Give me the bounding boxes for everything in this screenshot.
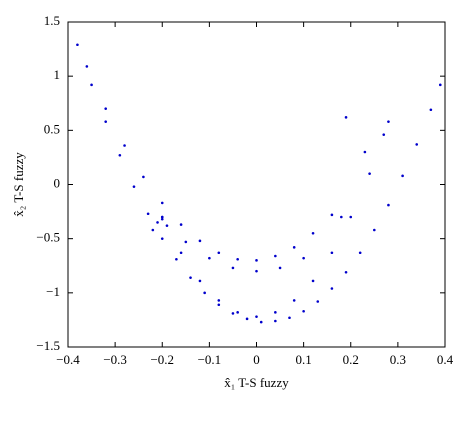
point: [349, 215, 353, 219]
y-tick-label: −1: [46, 284, 60, 299]
point: [358, 251, 362, 255]
point: [288, 316, 291, 320]
y-tick-label: 0.5: [44, 121, 60, 136]
x-tick-label: 0: [253, 352, 260, 367]
point: [302, 256, 305, 260]
point: [208, 256, 211, 260]
point: [292, 246, 296, 249]
point: [175, 257, 178, 261]
y-tick-label: −1.5: [36, 338, 60, 353]
point: [274, 311, 277, 314]
y-tick-label: 0: [54, 175, 61, 190]
y-tick-label: 1: [54, 67, 61, 82]
point: [90, 83, 93, 87]
point: [387, 120, 390, 123]
point: [363, 150, 367, 154]
point: [146, 212, 150, 216]
point: [189, 276, 192, 279]
y-tick-label: 1.5: [44, 13, 60, 28]
point: [160, 217, 164, 221]
point: [151, 228, 155, 232]
point: [179, 251, 183, 255]
point: [217, 303, 221, 307]
point: [259, 320, 263, 324]
point: [373, 228, 376, 232]
x-axis-label: x̂₁ T-S fuzzy: [224, 375, 289, 390]
point: [274, 319, 277, 323]
point: [198, 279, 202, 283]
point: [387, 203, 390, 207]
point: [255, 315, 258, 318]
point: [330, 213, 334, 217]
point: [76, 43, 79, 47]
x-tick-label: 0.4: [437, 352, 454, 367]
x-tick-label: −0.3: [103, 352, 127, 367]
plot-frame: [67, 21, 446, 348]
point: [184, 240, 188, 244]
point: [203, 291, 206, 295]
point: [344, 116, 348, 119]
point: [278, 266, 282, 270]
point: [382, 133, 386, 136]
point: [123, 144, 126, 147]
point: [179, 223, 183, 226]
point: [165, 224, 169, 227]
point: [104, 120, 107, 123]
point: [118, 153, 122, 157]
point: [132, 185, 136, 188]
x-tick-label: 0.2: [343, 352, 359, 367]
point: [368, 172, 371, 175]
point: [231, 266, 235, 270]
point: [311, 279, 315, 283]
point: [236, 311, 239, 314]
x-tick-label: −0.1: [198, 352, 222, 367]
point: [401, 174, 404, 178]
point: [330, 251, 334, 255]
point: [156, 221, 159, 224]
point: [330, 287, 334, 290]
point: [160, 201, 164, 205]
x-tick-label: 0.1: [296, 352, 312, 367]
y-axis-label: x̂₂ T-S fuzzy: [11, 152, 26, 217]
point: [311, 231, 315, 235]
point: [255, 259, 258, 262]
point: [340, 215, 343, 219]
point: [429, 108, 433, 112]
point: [292, 299, 296, 302]
point: [236, 257, 239, 261]
y-tick-label: −0.5: [36, 230, 60, 245]
point: [302, 309, 305, 313]
point: [85, 65, 89, 68]
point: [217, 251, 221, 255]
point: [245, 317, 249, 321]
x-tick-label: −0.2: [150, 352, 174, 367]
point: [274, 254, 277, 258]
x-tick-label: −0.4: [56, 352, 80, 367]
point: [415, 143, 419, 146]
point: [198, 239, 202, 243]
point: [255, 269, 258, 273]
x-tick-label: 0.3: [390, 352, 406, 367]
point: [142, 175, 145, 179]
point: [160, 215, 164, 219]
point: [231, 312, 235, 315]
point: [217, 299, 221, 302]
point: [344, 270, 348, 274]
point: [316, 300, 320, 303]
point: [104, 107, 107, 110]
point: [160, 237, 164, 240]
point: [438, 83, 442, 87]
